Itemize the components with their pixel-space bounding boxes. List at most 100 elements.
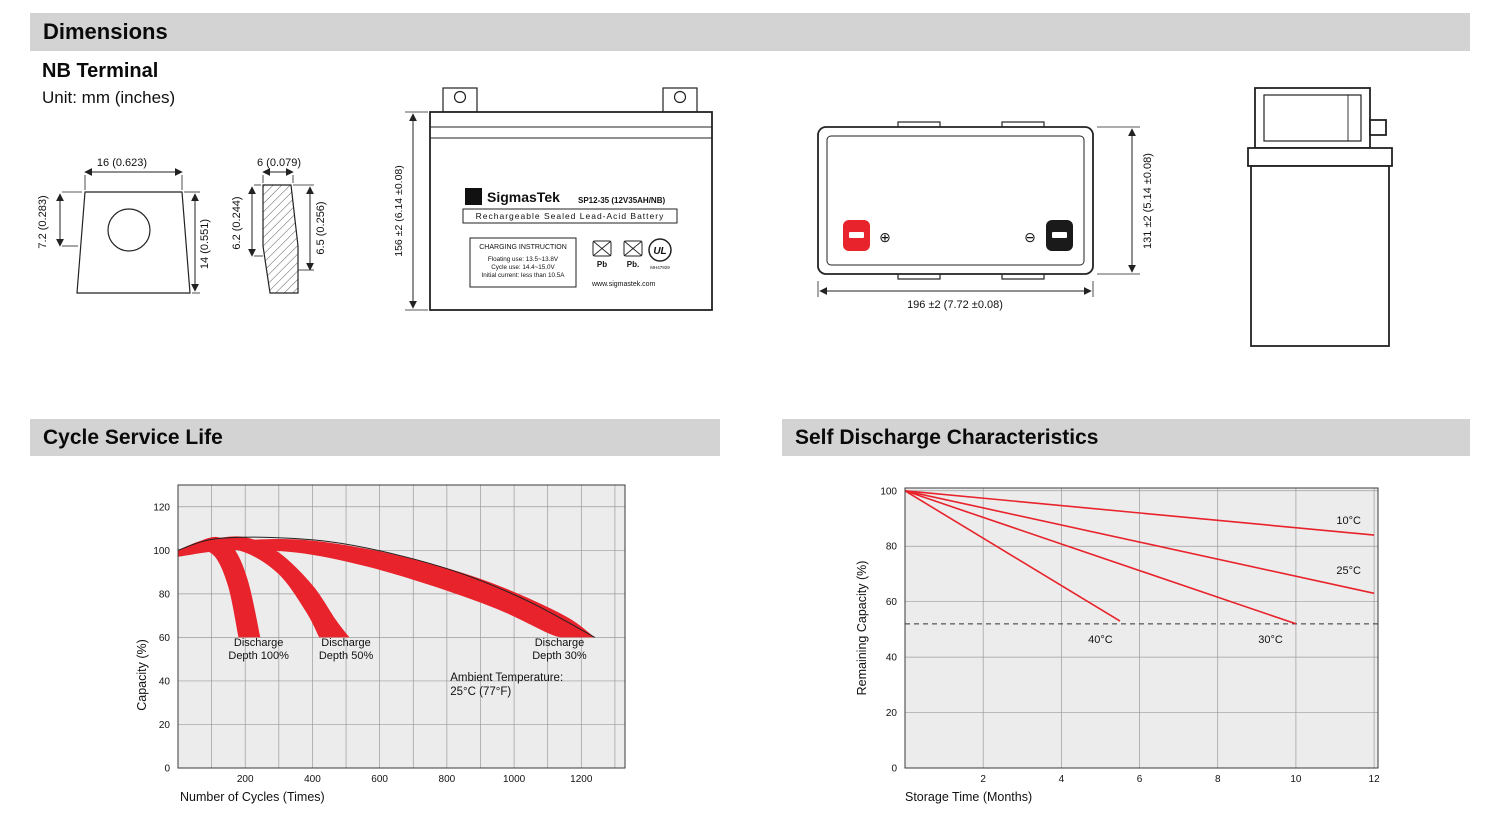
- pb-recycle-icon: Pb: [592, 240, 612, 269]
- temperature-series-label: 25°C: [1336, 565, 1361, 577]
- x-tick-label: 1200: [570, 774, 593, 785]
- temperature-series-label: 30°C: [1258, 634, 1283, 646]
- dimensions-section-title: Dimensions: [43, 19, 168, 44]
- x-tick-label: 800: [439, 774, 456, 785]
- x-tick-label: 12: [1369, 774, 1381, 785]
- x-tick-label: 6: [1137, 774, 1143, 785]
- terminal-bolt-hole: [107, 208, 151, 252]
- x-tick-label: 1000: [503, 774, 526, 785]
- discharge-depth-band: [178, 539, 595, 638]
- self-discharge-title: Self Discharge Characteristics: [795, 425, 1099, 449]
- plot-frame: [177, 484, 626, 769]
- dimensions-section-bar: Dimensions: [30, 13, 1470, 51]
- y-axis-label: Remaining Capacity (%): [855, 561, 869, 696]
- website-text: www.sigmastek.com: [591, 281, 656, 288]
- plot-area: [905, 488, 1378, 768]
- battery-subtitle: Rechargeable Sealed Lead-Acid Battery: [476, 211, 665, 221]
- self-discharge-chart: 10°C 25°C 30°C 40°C 0 20 40 60 80 100 2 4 6 8 10 12 Rema…: [855, 486, 1381, 804]
- cycle-service-life-bar: Cycle Service Life: [30, 419, 720, 456]
- x-tick-label: 10: [1290, 774, 1302, 785]
- left-terminal-hole: [453, 90, 467, 104]
- terminal-side-profile: [262, 184, 299, 294]
- recycle-bin-icon: [623, 240, 643, 257]
- ul-file-number: MH47929: [650, 265, 670, 270]
- terminal-side-left-dim: 6.2 (0.244): [231, 196, 243, 249]
- subtitle-box: [462, 208, 678, 224]
- y-tick-label: 60: [159, 633, 171, 644]
- y-tick-label: 120: [153, 502, 170, 513]
- case-top-outline: [817, 126, 1094, 275]
- y-tick-label: 0: [164, 764, 170, 775]
- side-terminal-pin: [1369, 119, 1387, 136]
- discharge-depth-band: [178, 536, 350, 638]
- unit-note: Unit: mm (inches): [42, 88, 176, 107]
- ambient-temperature-note: Ambient Temperature: 25°C (77°F): [450, 672, 563, 698]
- band-annotation: Discharge Depth 100%: [228, 637, 289, 662]
- front-view-height-dim: 156 ±2 (6.14 ±0.08): [395, 165, 405, 257]
- temperature-series-line: [904, 490, 1121, 622]
- terminal-slot: [1052, 232, 1067, 238]
- side-case-body: [1250, 165, 1390, 347]
- temperature-series-line: [904, 490, 1375, 536]
- y-tick-label: 20: [886, 708, 898, 719]
- terminal-type-title: NB Terminal: [42, 60, 159, 82]
- terminal-heading-block: NB Terminal Unit: mm (inches): [42, 60, 175, 108]
- y-tick-label: 20: [159, 720, 171, 731]
- battery-top-view: ⊕ ⊖ 196 ±2 (7.72 ±0.08) 131 ±2 (5.14 ±0.…: [817, 121, 1154, 311]
- side-ledge: [1247, 147, 1393, 167]
- y-tick-label: 100: [880, 486, 897, 497]
- x-axis-label: Storage Time (Months): [905, 790, 1032, 804]
- terminal-front-width-dim: 16 (0.623): [97, 157, 147, 169]
- x-tick-label: 200: [237, 774, 254, 785]
- model-number: SP12-35 (12V35AH/NB): [578, 196, 665, 205]
- charging-line-3: Initial current: less than 10.5A: [482, 272, 566, 279]
- x-tick-label: 4: [1059, 774, 1065, 785]
- terminal-side-right-dim: 6.5 (0.256): [315, 201, 327, 254]
- recycle-bin-icon: [592, 240, 612, 257]
- right-terminal-hole: [673, 90, 687, 104]
- charging-title: CHARGING INSTRUCTION: [479, 244, 567, 251]
- y-tick-label: 0: [891, 764, 897, 775]
- terminal-front-height-dim: 14 (0.551): [199, 219, 211, 269]
- discharge-depth-band: [178, 536, 261, 638]
- temperature-series-line: [904, 490, 1375, 595]
- plot-frame: [904, 487, 1379, 769]
- cycle-service-life-title: Cycle Service Life: [43, 425, 223, 449]
- battery-case-outline: [429, 111, 713, 311]
- battery-side-view: [1247, 87, 1393, 347]
- pb-label-left: Pb: [597, 260, 607, 269]
- band-annotation: Discharge Depth 30%: [532, 637, 587, 662]
- positive-symbol: ⊕: [879, 229, 891, 245]
- ul-mark-icon: UL MH47929: [648, 238, 672, 270]
- brand-name: SigmasTek: [487, 189, 560, 205]
- brand-logo-box: [465, 188, 482, 205]
- x-tick-label: 600: [371, 774, 388, 785]
- terminal-detail-drawing: 16 (0.623) 7.2 (0.283) 14 (0.551) 6 (0.0…: [37, 157, 327, 294]
- pb-recycle-icon: Pb.: [623, 240, 643, 269]
- temperature-series-label: 10°C: [1336, 515, 1361, 527]
- terminal-front-left-dim: 7.2 (0.283): [37, 195, 49, 248]
- battery-front-view: 156 ±2 (6.14 ±0.08) Σ SigmasTek SP12-35 …: [395, 87, 713, 311]
- y-tick-label: 100: [153, 546, 170, 557]
- y-tick-label: 80: [886, 542, 898, 553]
- pb-label-right: Pb.: [627, 260, 639, 269]
- sigma-logo-icon: Σ: [470, 190, 478, 205]
- top-view-height-dim: 131 ±2 (5.14 ±0.08): [1142, 153, 1154, 249]
- charging-line-2: Cycle use: 14.4~15.0V: [491, 264, 555, 271]
- self-discharge-bar: Self Discharge Characteristics: [782, 419, 1470, 456]
- y-axis-label: Capacity (%): [135, 639, 149, 711]
- ul-letters: UL: [653, 246, 666, 257]
- x-tick-label: 8: [1215, 774, 1221, 785]
- top-view-width-dim: 196 ±2 (7.72 ±0.08): [907, 299, 1003, 311]
- ul-circle: [648, 238, 672, 262]
- temperature-series-label: 40°C: [1088, 634, 1113, 646]
- charging-line-1: Floating use: 13.5~13.8V: [488, 256, 559, 263]
- side-terminal-inner: [1263, 94, 1362, 142]
- icon-cross-line: [592, 240, 612, 257]
- terminal-slot: [849, 232, 864, 238]
- y-tick-label: 40: [886, 653, 898, 664]
- icon-cross-line: [623, 240, 643, 257]
- cycle-service-life-chart: 0 20 40 60 80 100 120 200 400 600 800 1000 1200 Disch…: [135, 484, 626, 804]
- negative-symbol: ⊖: [1024, 229, 1036, 245]
